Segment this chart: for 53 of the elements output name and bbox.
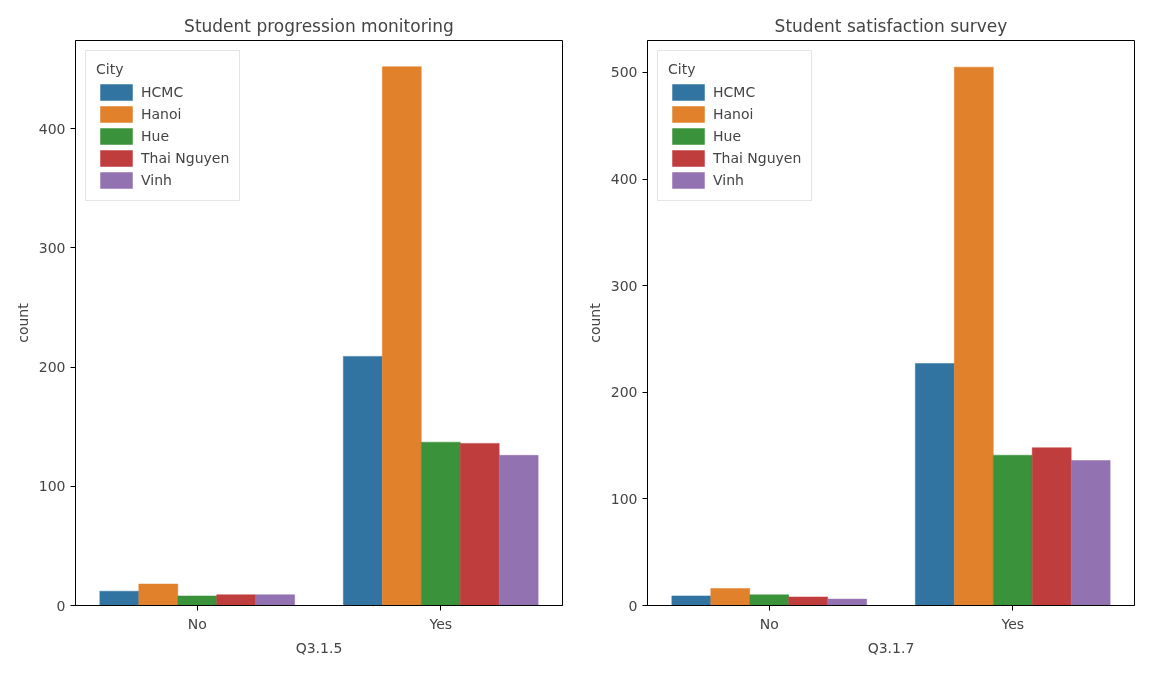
y-tick-label: 300 [610,277,638,294]
bar [915,363,955,606]
y-tick-label: 200 [38,359,66,376]
bar [827,598,867,606]
bar [343,356,383,606]
bar [710,588,751,606]
y-tick-label: 0 [56,597,66,614]
x-tick-label: No [759,615,779,632]
legend-label: Thai Nguyen [713,150,802,166]
legend-title: City [668,61,697,77]
bar [421,441,461,606]
legend-label: Vinh [713,172,744,188]
bar [1070,460,1111,606]
y-tick-label: 0 [628,597,638,614]
legend-label: Hue [713,128,742,144]
y-tick-label: 100 [38,478,66,495]
bar [993,454,1033,606]
legend-label: Thai Nguyen [141,150,230,166]
legend-label: HCMC [713,84,756,100]
bar [671,595,712,606]
legend-label: Hanoi [141,106,182,122]
bar [382,66,422,606]
bar [216,594,256,606]
y-tick-label: 100 [610,490,638,507]
y-tick-label: 200 [610,384,638,401]
x-tick-label: Yes [428,615,453,632]
y-axis-title: count [586,302,603,343]
bar [138,583,179,606]
bar [177,595,217,606]
y-tick-label: 400 [38,120,66,137]
legend-label: Hanoi [713,106,754,122]
x-tick-label: Yes [1000,615,1025,632]
legend-label: Hue [141,128,170,144]
y-tick-label: 500 [610,64,638,81]
chart-title: Student progression monitoring [184,15,454,36]
bar [99,590,140,606]
bar [749,594,789,606]
x-axis-title: Q3.1.5 [295,639,343,656]
legend-label: Vinh [141,172,172,188]
bar [459,443,500,606]
y-tick-label: 400 [610,171,638,188]
bar [954,66,994,606]
chart-title: Student satisfaction survey [774,15,1008,36]
bar [788,596,828,606]
bar [498,455,539,606]
y-axis-title: count [14,302,31,343]
legend-label: HCMC [141,84,184,100]
bar [255,594,295,606]
y-tick-label: 300 [38,239,66,256]
x-axis-title: Q3.1.7 [867,639,915,656]
bar [1031,447,1072,606]
x-tick-label: No [187,615,207,632]
legend-title: City [96,61,125,77]
